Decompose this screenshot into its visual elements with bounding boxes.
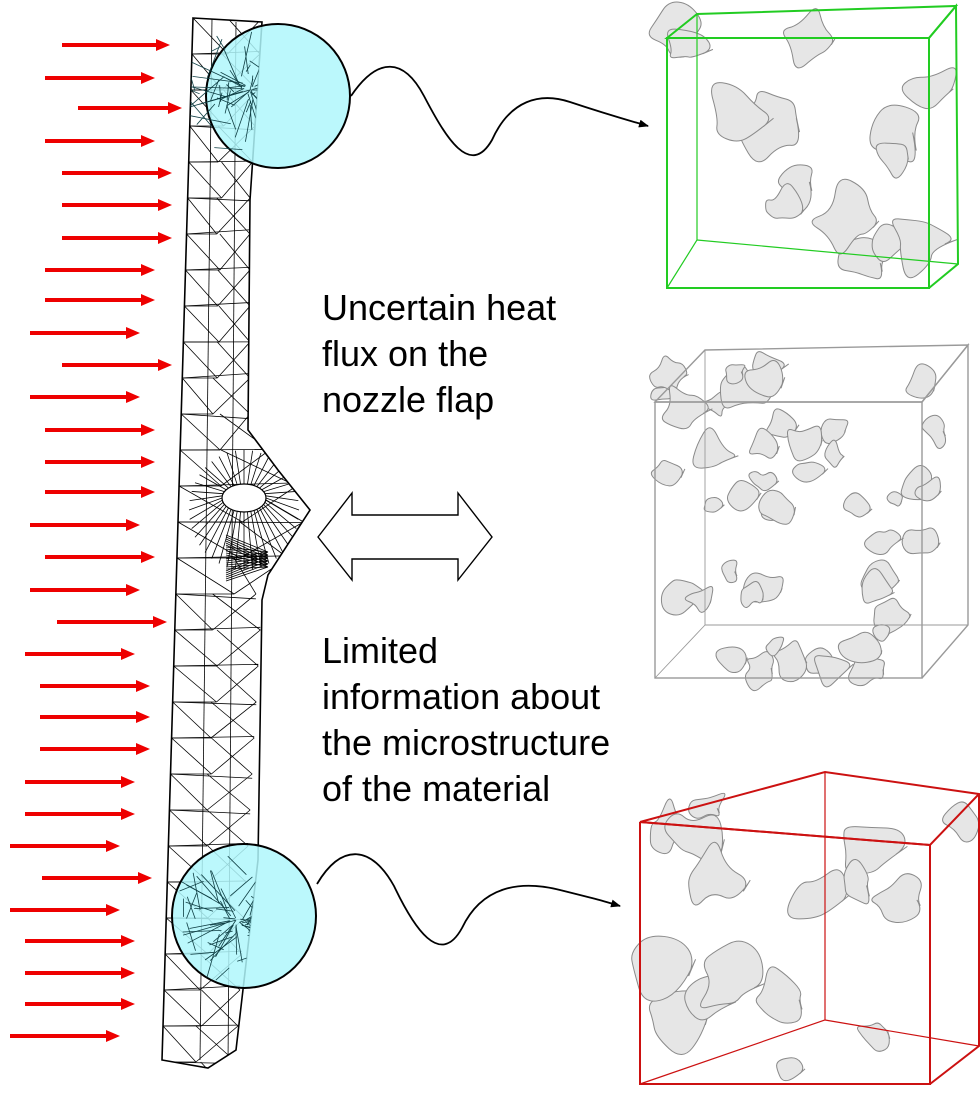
heat-flux-arrows [10, 39, 182, 1042]
right-arrow-icon [25, 998, 135, 1010]
right-arrow-icon [30, 519, 140, 531]
annotation-line: nozzle flap [322, 379, 495, 420]
microstructure-annotation: Limited information about the microstruc… [322, 628, 682, 812]
right-arrow-icon [62, 39, 170, 51]
left-right-arrow-icon [317, 490, 493, 583]
right-arrow-icon [45, 72, 155, 84]
right-arrow-icon [45, 264, 155, 276]
right-arrow-icon [40, 680, 150, 692]
flap-hinge-hole [221, 483, 267, 513]
right-arrow-icon [45, 486, 155, 498]
right-arrow-icon [25, 935, 135, 947]
right-arrow-icon [45, 456, 155, 468]
right-arrow-icon [62, 359, 172, 371]
wavy-arrow-icon [350, 66, 649, 156]
microstructure-sample-middle [649, 343, 970, 692]
right-arrow-icon [45, 294, 155, 306]
annotation-line: Uncertain heat [322, 287, 557, 328]
right-arrow-icon [57, 616, 167, 628]
right-arrow-icon [45, 135, 155, 147]
right-arrow-icon [45, 551, 155, 563]
right-arrow-icon [62, 232, 172, 244]
right-arrow-icon [45, 424, 155, 436]
annotation-line: information about [322, 676, 601, 717]
right-arrow-icon [78, 102, 182, 114]
right-arrow-icon [10, 840, 120, 852]
heat-flux-annotation: Uncertain heat flux on the nozzle flap [322, 285, 682, 423]
right-arrow-icon [62, 199, 172, 211]
right-arrow-icon [10, 904, 120, 916]
annotation-line: Limited [322, 630, 439, 671]
wavy-arrow-icon [316, 853, 621, 946]
annotation-line: of the material [322, 768, 551, 809]
right-arrow-icon [62, 167, 172, 179]
nozzle-flap-mesh [161, 17, 311, 1069]
right-arrow-icon [40, 743, 150, 755]
annotation-line: flux on the [322, 333, 489, 374]
right-arrow-icon [40, 711, 150, 723]
right-arrow-icon [25, 648, 135, 660]
right-arrow-icon [25, 808, 135, 820]
microstructure-sample-bottom [631, 770, 980, 1085]
right-arrow-icon [25, 967, 135, 979]
right-arrow-icon [30, 327, 140, 339]
right-arrow-icon [42, 872, 152, 884]
annotation-line: the microstructure [322, 722, 611, 763]
right-arrow-icon [25, 776, 135, 788]
right-arrow-icon [30, 391, 140, 403]
zoom-circle-top [205, 23, 351, 169]
right-arrow-icon [30, 584, 140, 596]
right-arrow-icon [10, 1030, 120, 1042]
zoom-circle-bottom [171, 843, 317, 989]
microstructure-sample-top [648, 1, 960, 289]
